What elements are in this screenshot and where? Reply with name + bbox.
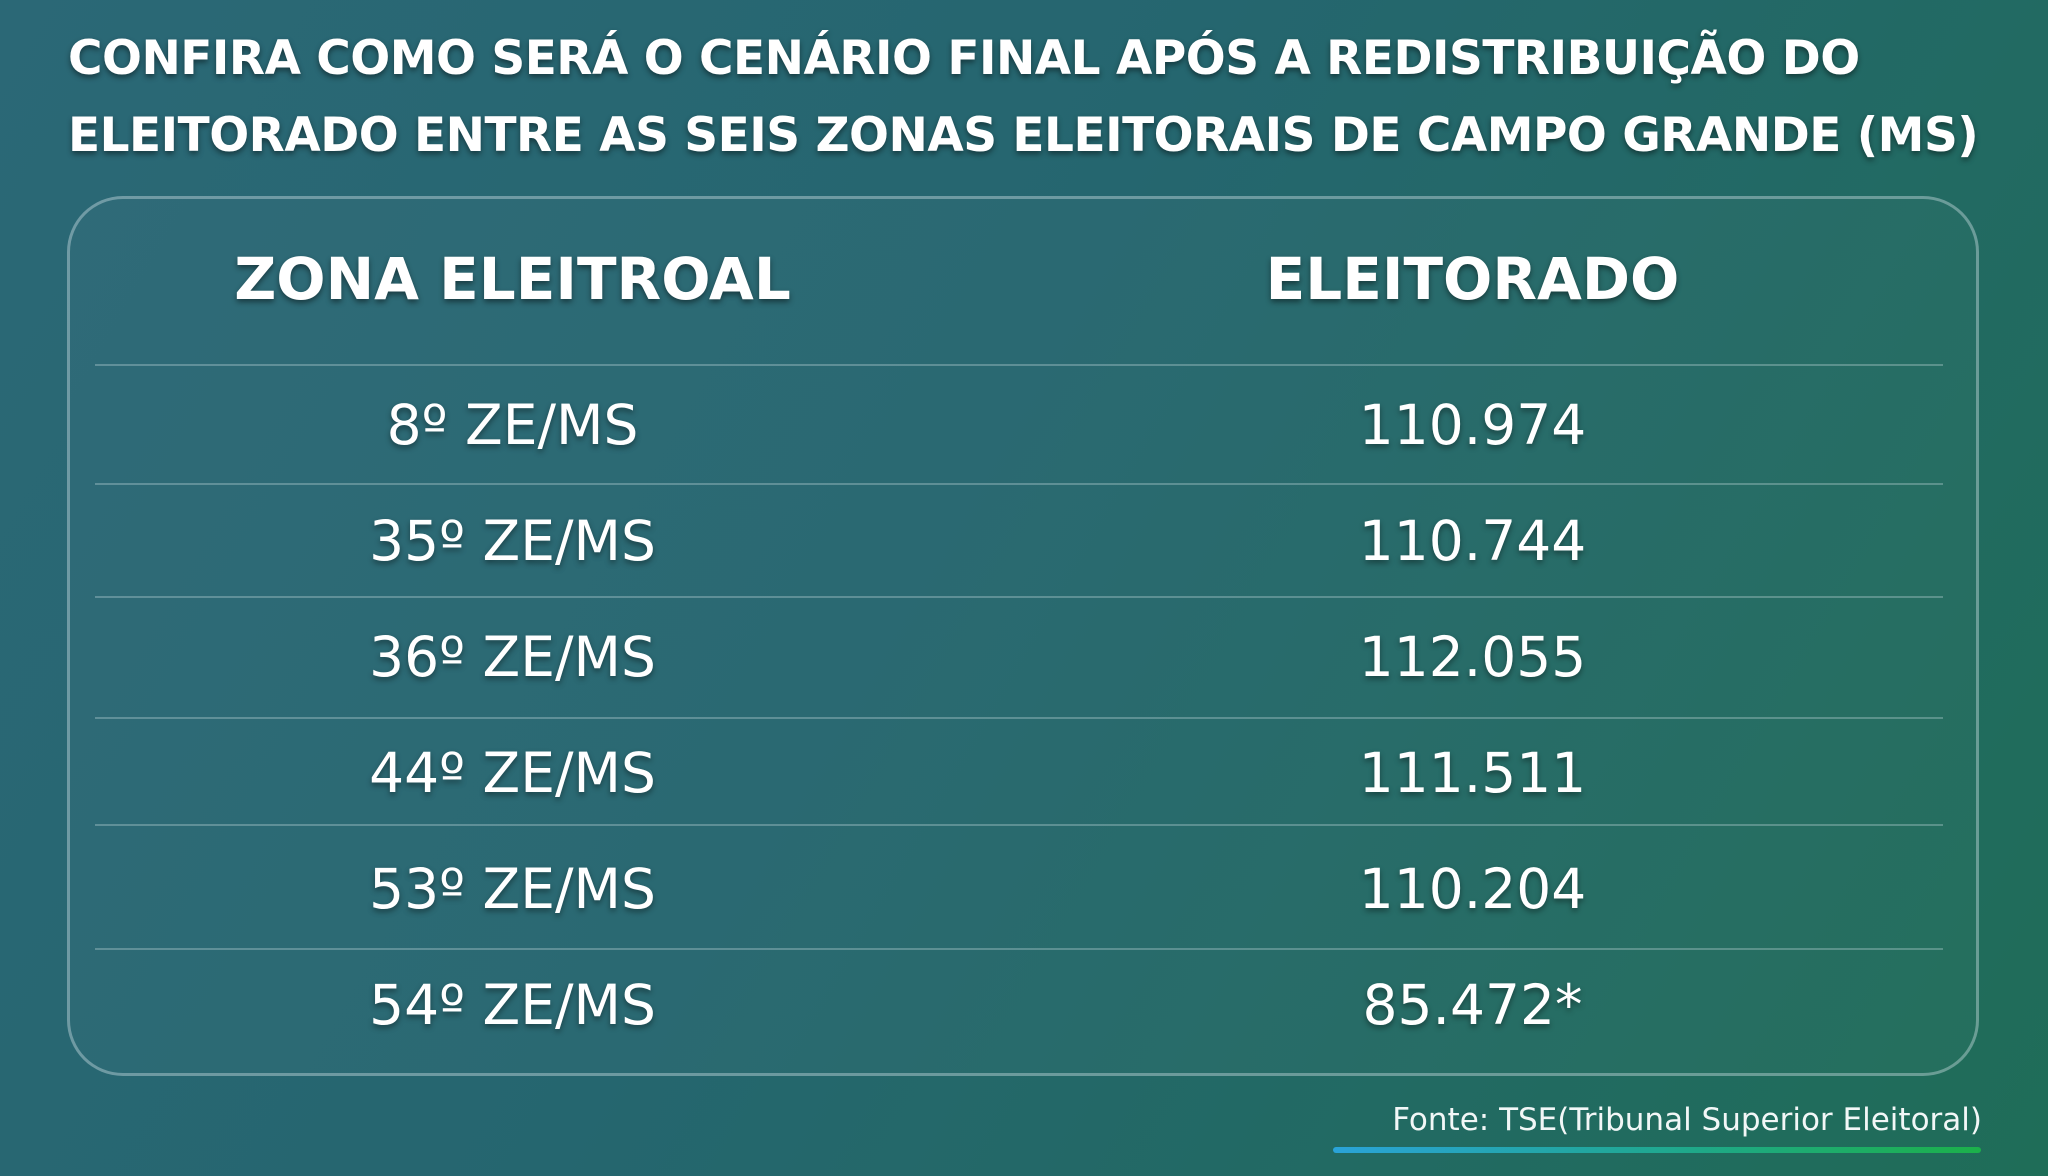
row-divider: [95, 717, 1943, 719]
zona-cell: 8º ZE/MS: [386, 393, 639, 457]
row-divider: [95, 948, 1943, 950]
row-divider: [95, 483, 1943, 485]
source-underline: [1333, 1147, 1981, 1153]
zona-cell: 44º ZE/MS: [369, 741, 656, 805]
eleitorado-cell: 110.204: [1358, 857, 1587, 921]
eleitorado-cell: 112.055: [1358, 625, 1587, 689]
headline: CONFIRA COMO SERÁ O CENÁRIO FINAL APÓS A…: [68, 20, 1979, 174]
eleitorado-cell: 110.744: [1358, 509, 1587, 573]
electorate-table: ZONA ELEITROAL ELEITORADO 8º ZE/MS 110.9…: [67, 196, 1979, 1076]
row-divider: [95, 824, 1943, 826]
eleitorado-cell: 111.511: [1358, 741, 1587, 805]
header-eleitorado: ELEITORADO: [1265, 245, 1680, 313]
header-zona-eleitoral: ZONA ELEITROAL: [234, 245, 791, 313]
headline-line-1: CONFIRA COMO SERÁ O CENÁRIO FINAL APÓS A…: [68, 31, 1860, 86]
source-credit: Fonte: TSE(Tribunal Superior Eleitoral): [1392, 1102, 1982, 1138]
zona-cell: 35º ZE/MS: [369, 509, 656, 573]
eleitorado-cell: 85.472*: [1362, 973, 1583, 1037]
zona-cell: 36º ZE/MS: [369, 625, 656, 689]
row-divider: [95, 596, 1943, 598]
headline-line-2: ELEITORADO ENTRE AS SEIS ZONAS ELEITORAI…: [68, 108, 1979, 163]
zona-cell: 53º ZE/MS: [369, 857, 656, 921]
eleitorado-cell: 110.974: [1358, 393, 1587, 457]
row-divider: [95, 364, 1943, 366]
zona-cell: 54º ZE/MS: [369, 973, 656, 1037]
